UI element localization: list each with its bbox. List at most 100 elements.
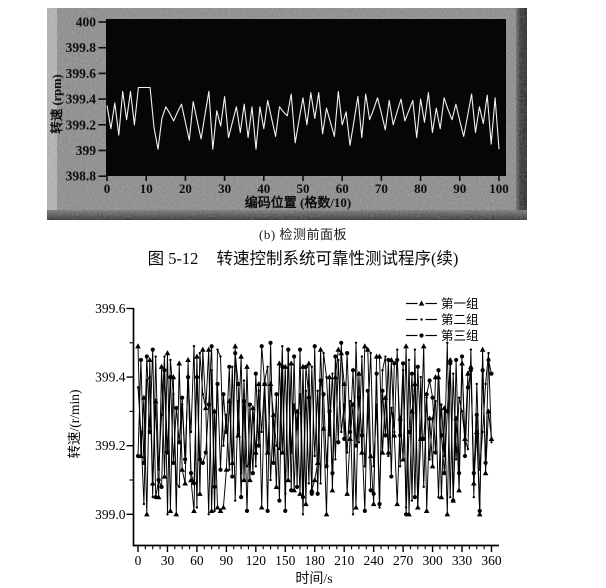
data-point-marker bbox=[205, 346, 212, 352]
data-point-marker bbox=[465, 385, 471, 390]
data-point-marker bbox=[172, 393, 175, 396]
data-point-marker bbox=[454, 357, 459, 363]
data-point-marker bbox=[481, 430, 484, 434]
data-point-marker bbox=[451, 498, 456, 503]
data-point-marker bbox=[244, 363, 250, 369]
data-point-marker bbox=[189, 430, 193, 434]
data-point-marker bbox=[367, 452, 374, 459]
bottom-chart-x-tick-label: 240 bbox=[364, 553, 385, 568]
data-point-marker bbox=[238, 495, 244, 500]
data-point-marker bbox=[440, 403, 443, 406]
data-point-marker bbox=[163, 355, 166, 358]
top-chart-x-tick-label: 90 bbox=[453, 181, 466, 196]
data-point-marker bbox=[362, 343, 368, 349]
data-point-marker bbox=[474, 412, 479, 417]
data-point-marker bbox=[150, 347, 155, 352]
bottom-chart-x-tick-label: 210 bbox=[334, 553, 355, 568]
data-point-marker bbox=[386, 357, 391, 363]
data-point-marker bbox=[289, 488, 294, 493]
data-point-marker bbox=[311, 477, 318, 483]
data-point-marker bbox=[194, 353, 200, 359]
data-point-marker bbox=[160, 413, 163, 417]
data-point-marker bbox=[242, 379, 246, 382]
data-point-marker bbox=[271, 460, 276, 465]
data-point-marker bbox=[387, 454, 390, 458]
bottom-chart-y-tick-label: 399.4 bbox=[95, 370, 126, 385]
data-point-marker bbox=[248, 461, 252, 465]
data-point-marker bbox=[374, 371, 379, 376]
data-point-marker bbox=[146, 356, 153, 363]
data-point-marker bbox=[206, 402, 211, 407]
data-point-marker bbox=[354, 341, 358, 344]
data-point-marker bbox=[362, 508, 367, 513]
bottom-chart-x-tick-label: 120 bbox=[246, 553, 267, 568]
data-point-marker bbox=[345, 451, 349, 454]
data-point-marker bbox=[456, 471, 462, 476]
data-point-marker bbox=[383, 433, 388, 438]
data-point-marker bbox=[415, 364, 420, 369]
data-point-marker bbox=[324, 464, 329, 469]
bottom-chart-x-tick-label: 30 bbox=[161, 553, 175, 568]
data-point-marker bbox=[288, 360, 294, 366]
data-point-marker bbox=[297, 490, 303, 496]
data-point-marker bbox=[353, 504, 359, 510]
bottom-chart-x-tick-label: 330 bbox=[452, 553, 473, 568]
data-point-marker bbox=[151, 495, 154, 499]
data-point-marker bbox=[251, 406, 255, 410]
data-point-marker bbox=[377, 501, 382, 507]
data-point-marker bbox=[164, 350, 171, 356]
data-point-marker bbox=[300, 495, 306, 500]
data-point-marker bbox=[428, 458, 431, 461]
data-point-marker bbox=[281, 345, 284, 348]
bottom-speed-chart: 0 30 60 90 120 150 180 210 240 270 300 330 360 399.0 3… bbox=[67, 297, 502, 568]
data-point-marker bbox=[223, 466, 230, 472]
data-point-marker bbox=[392, 361, 397, 366]
data-point-marker bbox=[384, 355, 387, 358]
data-point-marker bbox=[176, 360, 183, 366]
data-point-marker bbox=[162, 368, 167, 373]
data-point-marker bbox=[356, 370, 362, 376]
top-chart-x-tick-label: 0 bbox=[104, 181, 111, 196]
top-speed-chart: 400 399.8 399.6 399.4 399.2 399 398.8 0 10 20 30 40… bbox=[49, 15, 509, 211]
data-point-marker bbox=[295, 427, 299, 430]
data-point-marker bbox=[260, 430, 263, 434]
data-point-marker bbox=[487, 351, 490, 355]
data-point-marker bbox=[395, 357, 400, 363]
data-point-marker bbox=[168, 375, 173, 380]
data-point-marker bbox=[236, 381, 241, 387]
data-point-marker bbox=[313, 454, 316, 458]
data-point-marker bbox=[318, 378, 323, 383]
data-point-marker bbox=[283, 508, 288, 513]
data-point-marker bbox=[325, 375, 328, 379]
data-point-marker bbox=[334, 458, 337, 461]
data-point-marker bbox=[344, 490, 350, 496]
bottom-chart-x-tick-label: 360 bbox=[481, 553, 502, 568]
data-point-marker bbox=[245, 465, 249, 468]
data-point-marker bbox=[462, 453, 468, 459]
bottom-chart-y-tick-label: 399.6 bbox=[95, 301, 126, 316]
data-point-marker bbox=[156, 477, 161, 483]
data-point-marker bbox=[321, 392, 326, 397]
data-point-marker bbox=[218, 467, 223, 472]
data-point-marker bbox=[466, 447, 470, 451]
top-chart-y-tick-label: 399.4 bbox=[66, 92, 97, 107]
data-point-marker bbox=[477, 508, 482, 513]
figure-title: 转速控制系统可靠性测试程序(续) bbox=[216, 249, 459, 268]
data-point-marker bbox=[472, 495, 476, 499]
data-point-marker bbox=[165, 450, 170, 455]
data-point-marker bbox=[391, 432, 398, 438]
data-point-marker bbox=[398, 465, 402, 468]
data-point-marker bbox=[235, 432, 241, 438]
subfigure-caption: (b) 检测前面板 bbox=[259, 227, 347, 242]
data-point-marker bbox=[221, 392, 226, 397]
data-point-marker bbox=[479, 346, 486, 352]
data-point-marker bbox=[442, 471, 447, 476]
data-point-marker bbox=[310, 365, 313, 369]
data-point-marker bbox=[136, 386, 140, 389]
data-point-marker bbox=[201, 393, 205, 396]
data-point-marker bbox=[448, 361, 453, 366]
top-chart-x-tick-label: 30 bbox=[218, 181, 231, 196]
data-point-marker bbox=[419, 375, 422, 379]
data-point-marker bbox=[381, 369, 384, 372]
data-point-marker bbox=[262, 381, 267, 387]
